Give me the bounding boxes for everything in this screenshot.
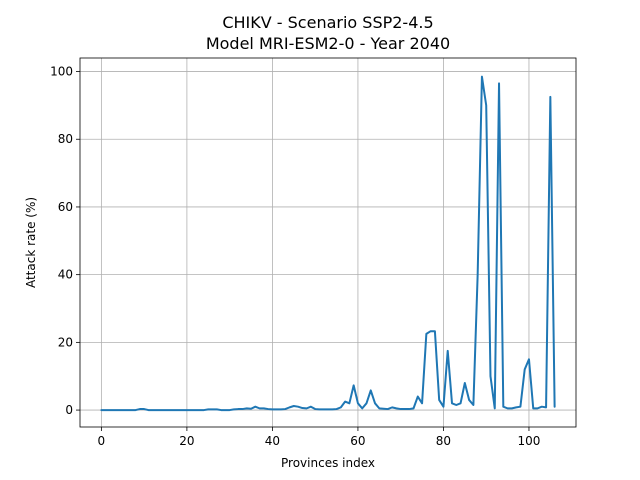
y-tick-label-3: 60 — [58, 200, 73, 214]
x-tick-label-5: 100 — [518, 434, 541, 448]
x-tick-label-1: 20 — [179, 434, 194, 448]
x-tick-label-3: 60 — [350, 434, 365, 448]
x-tick-label-4: 80 — [436, 434, 451, 448]
series-group — [100, 75, 556, 412]
series-line-0 — [100, 75, 556, 412]
x-tick-label-2: 40 — [265, 434, 280, 448]
chart-subtitle: Model MRI-ESM2-0 - Year 2040 — [206, 34, 450, 53]
y-axis-ticks: 0 20 40 60 80 100 — [50, 65, 80, 417]
y-tick-label-4: 80 — [58, 132, 73, 146]
y-tick-label-1: 20 — [58, 335, 73, 349]
x-axis-label: Provinces index — [281, 456, 375, 470]
chart-title: CHIKV - Scenario SSP2-4.5 — [222, 13, 433, 32]
y-axis-label: Attack rate (%) — [24, 197, 38, 288]
x-tick-label-0: 0 — [98, 434, 106, 448]
plot-frame — [79, 57, 577, 428]
y-tick-label-5: 100 — [50, 65, 73, 79]
y-tick-label-0: 0 — [65, 403, 73, 417]
x-axis-ticks: 0 20 40 60 80 100 — [98, 427, 541, 448]
y-tick-label-2: 40 — [58, 268, 73, 282]
